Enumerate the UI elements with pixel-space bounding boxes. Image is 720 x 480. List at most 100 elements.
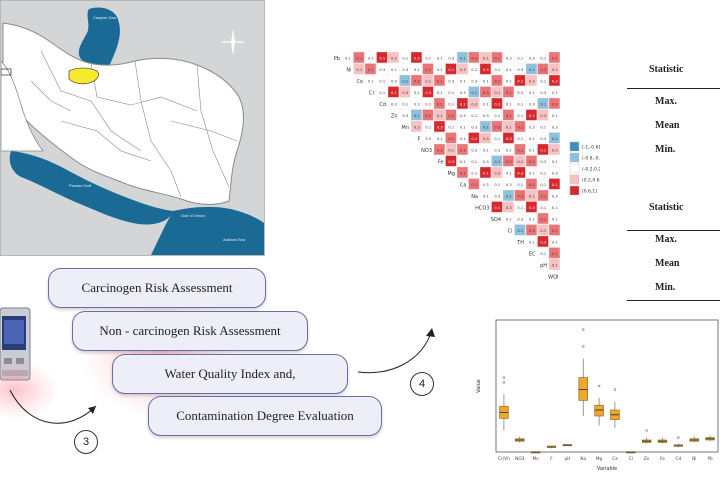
heatmap-cell-value: 0.1 xyxy=(471,91,477,95)
heatmap-cell xyxy=(433,86,446,98)
heatmap-cell-value: 0.1 xyxy=(425,68,431,72)
heatmap-cell-value: 0.1 xyxy=(414,91,420,95)
heatmap-cell-value: 0.3 xyxy=(540,241,546,245)
heatmap-cell xyxy=(422,109,434,121)
heatmap-cell xyxy=(514,120,526,133)
heatmap-cell-value: 0.1 xyxy=(345,57,351,61)
arrow-to-steps xyxy=(9,389,97,424)
label-caspian-sea: Caspian Sea xyxy=(93,15,117,20)
lab-instrument-icon xyxy=(0,306,32,384)
heatmap-cell-value: 0.3 xyxy=(414,80,420,84)
heatmap-cell-value: 0.1 xyxy=(529,149,535,153)
heatmap-cell-value: 0.1 xyxy=(517,229,523,233)
heatmap-cell xyxy=(445,155,457,167)
arrow-to-results xyxy=(357,328,435,374)
heatmap-cell-value: 0.3 xyxy=(471,57,477,61)
heatmap-cell-value: 0.3 xyxy=(391,57,397,61)
heatmap-cell-value: 0.3 xyxy=(483,160,489,164)
heatmap-cell xyxy=(468,166,480,179)
heatmap-cell xyxy=(548,247,561,259)
heatmap-cell xyxy=(433,97,446,110)
heatmap-cell-value: 0.1 xyxy=(552,252,558,256)
heatmap-cell xyxy=(468,178,480,190)
heatmap-cell xyxy=(479,132,492,144)
heatmap-cell xyxy=(479,189,492,202)
heatmap-cell-value: 0.1 xyxy=(483,172,489,176)
x-tick-label: NO3 xyxy=(515,456,524,461)
heatmap-cell xyxy=(537,132,549,144)
heatmap-cell xyxy=(410,63,423,75)
heatmap-cell-value: 0.3 xyxy=(552,149,558,153)
heatmap-cell-value: 0.1 xyxy=(448,114,454,118)
heatmap-cell xyxy=(548,109,561,121)
heatmap-cell xyxy=(479,63,492,75)
heatmap-cell-value: 0.1 xyxy=(425,103,431,107)
heatmap-cell-value: 0.3 xyxy=(471,126,477,130)
heatmap-cell-value: 0.1 xyxy=(448,126,454,130)
heatmap-cell-value: 0.3 xyxy=(552,195,558,199)
heatmap-cell xyxy=(433,120,446,133)
heatmap-cell xyxy=(502,189,515,202)
heatmap-cell xyxy=(525,86,538,98)
heatmap-cell-value: 0.1 xyxy=(494,183,500,187)
heatmap-cell-value: 0.1 xyxy=(529,137,535,141)
x-tick-label: Cl xyxy=(629,456,633,461)
heatmap-cell xyxy=(479,51,492,64)
x-tick-label: Ni xyxy=(692,456,696,461)
heatmap-cell-value: 0.1 xyxy=(460,160,466,164)
heatmap-cell xyxy=(525,132,538,144)
label-arabian-sea: Arabian Sea xyxy=(223,237,246,242)
step-water-quality-index: Water Quality Index and, xyxy=(112,354,348,394)
heatmap-cell xyxy=(548,143,561,156)
heatmap-cell-value: 0.3 xyxy=(414,57,420,61)
heatmap-cell-value: 0.3 xyxy=(517,172,523,176)
heatmap-cell xyxy=(491,166,503,179)
outlier-point xyxy=(581,345,585,348)
heatmap-cell-value: 0.1 xyxy=(506,195,512,199)
heatmap-cell xyxy=(456,74,469,87)
heatmap-cell-value: 0.3 xyxy=(540,160,546,164)
step-contamination-degree: Contamination Degree Evaluation xyxy=(148,396,382,436)
heatmap-cell xyxy=(514,201,526,213)
heatmap-cell xyxy=(537,201,549,213)
legend-swatch xyxy=(569,163,580,174)
heatmap-cell xyxy=(479,178,492,190)
heatmap-cell xyxy=(514,166,526,179)
province-borders xyxy=(30,50,238,198)
heatmap-cell-value: 0.1 xyxy=(517,126,523,130)
heatmap-cell xyxy=(525,201,538,213)
heatmap-cell-value: 0.1 xyxy=(506,80,512,84)
heatmap-row-label: Fe xyxy=(438,160,444,166)
heatmap-cell-value: 0.3 xyxy=(402,114,408,118)
heatmap-cell xyxy=(548,63,561,75)
heatmap-cell xyxy=(376,74,388,87)
heatmap-cell xyxy=(491,143,503,156)
heatmap-cell xyxy=(399,86,411,98)
heatmap-cell-value: 0.3 xyxy=(517,195,523,199)
heatmap-cell-value: 0.3 xyxy=(437,149,443,153)
heatmap-cell-value: 0.1 xyxy=(460,172,466,176)
heatmap-cell xyxy=(445,63,457,75)
legend-swatch xyxy=(569,185,580,196)
heatmap-cell-value: 0.1 xyxy=(552,114,558,118)
heatmap-cell-value: 0.3 xyxy=(471,149,477,153)
heatmap-cell-value: 0.3 xyxy=(506,160,512,164)
heatmap-cell-value: 0.3 xyxy=(437,126,443,130)
heatmap-row-label: WQI xyxy=(548,275,558,281)
x-tick-label: Cd xyxy=(676,456,682,461)
heatmap-cell xyxy=(548,120,561,133)
heatmap-cell-value: 0.3 xyxy=(483,114,489,118)
heatmap-cell xyxy=(456,155,469,167)
heatmap-cell-value: 0.3 xyxy=(448,80,454,84)
heatmap-cell xyxy=(537,86,549,98)
heatmap-cell-value: 0.3 xyxy=(391,103,397,107)
heatmap-cell-value: 0.3 xyxy=(529,229,535,233)
heatmap-cell-value: 0.1 xyxy=(483,126,489,130)
heatmap-cell xyxy=(514,86,526,98)
heatmap-row-label: F xyxy=(418,137,421,143)
heatmap-cell-value: 0.1 xyxy=(552,68,558,72)
heatmap-cell-value: 0.3 xyxy=(425,114,431,118)
heatmap-cell-value: 0.1 xyxy=(391,91,397,95)
heatmap-cell-value: 0.1 xyxy=(540,126,546,130)
